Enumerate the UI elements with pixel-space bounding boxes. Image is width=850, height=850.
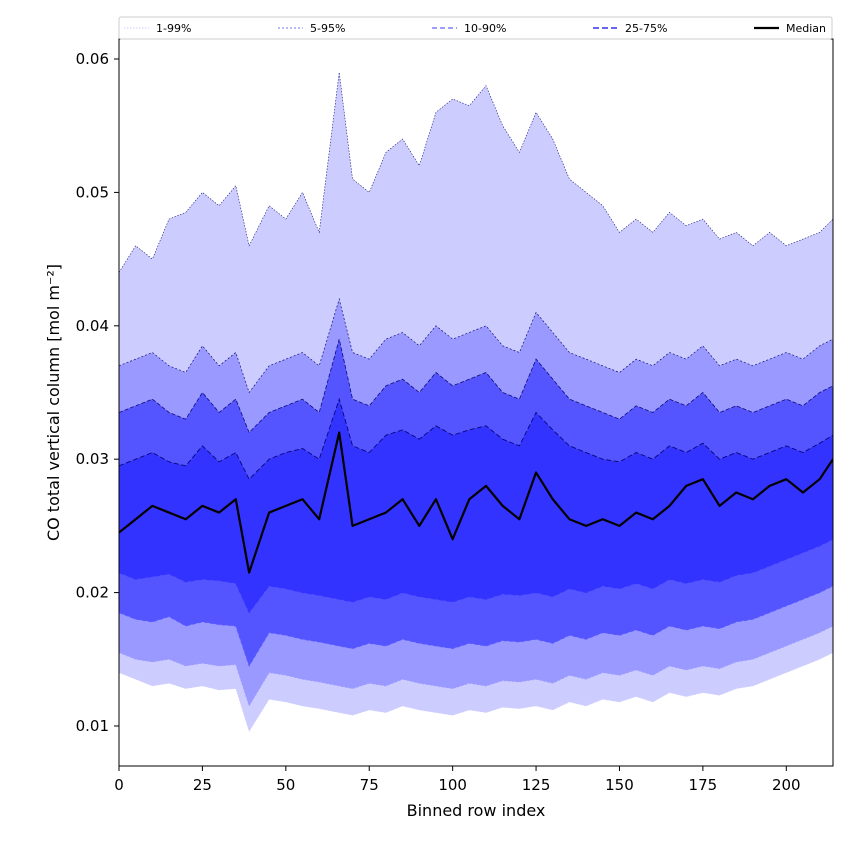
x-tick-label: 175 bbox=[689, 776, 718, 794]
x-tick-label: 150 bbox=[605, 776, 634, 794]
band-5-95-lower-edge bbox=[119, 625, 833, 707]
x-axis-title: Binned row index bbox=[407, 801, 546, 820]
x-tick-label: 50 bbox=[276, 776, 295, 794]
band-1-99-lower-edge bbox=[119, 652, 833, 733]
x-tick-label: 100 bbox=[438, 776, 467, 794]
band-25-75-upper-edge bbox=[119, 397, 833, 480]
y-tick-label: 0.05 bbox=[76, 183, 109, 201]
y-tick-label: 0.03 bbox=[76, 450, 109, 468]
y-axis-title: CO total vertical column [mol m⁻²] bbox=[44, 264, 63, 541]
legend-label: 5-95% bbox=[310, 22, 345, 35]
band-10-90-upper-edge bbox=[119, 339, 833, 434]
x-tick-label: 0 bbox=[114, 776, 124, 794]
y-tick-label: 0.02 bbox=[76, 584, 109, 602]
band-25-75-lower-edge bbox=[119, 538, 833, 614]
y-tick-label: 0.01 bbox=[76, 717, 109, 735]
x-tick-label: 200 bbox=[772, 776, 801, 794]
band-25-75 bbox=[119, 399, 833, 613]
band-10-90-lower-edge bbox=[119, 585, 833, 667]
x-tick-label: 125 bbox=[522, 776, 551, 794]
y-tick-label: 0.06 bbox=[76, 50, 109, 68]
legend-label: 10-90% bbox=[464, 22, 506, 35]
x-tick-label: 25 bbox=[193, 776, 212, 794]
legend-label: 1-99% bbox=[156, 22, 191, 35]
plot-area bbox=[118, 38, 834, 767]
band-5-95-upper-edge bbox=[119, 297, 833, 394]
median-line bbox=[119, 431, 833, 574]
median-series bbox=[119, 431, 833, 574]
legend: 1-99% 5-95% 10-90% 25-75% Median bbox=[118, 16, 833, 40]
legend-label: 25-75% bbox=[625, 22, 667, 35]
legend-label: Median bbox=[786, 22, 826, 35]
y-axis: 0.01 0.02 0.03 0.04 0.05 0.06 bbox=[76, 50, 119, 735]
legend-box bbox=[118, 16, 833, 40]
x-tick-label: 75 bbox=[360, 776, 379, 794]
y-tick-label: 0.04 bbox=[76, 317, 109, 335]
percentile-bands bbox=[119, 72, 833, 733]
x-axis: 0 25 50 75 100 125 150 175 200 bbox=[114, 766, 801, 794]
